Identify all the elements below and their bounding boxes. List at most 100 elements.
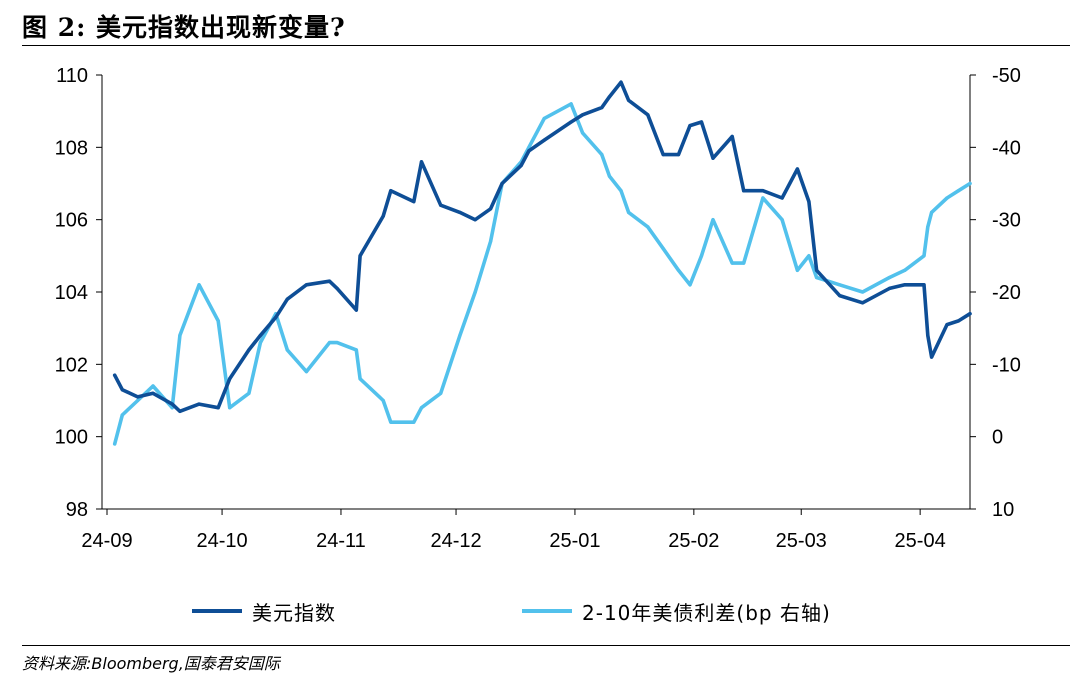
spread-point bbox=[930, 210, 934, 214]
spread-point bbox=[354, 348, 358, 352]
spread-point bbox=[489, 239, 493, 243]
dxy-point bbox=[136, 395, 140, 399]
spread-point bbox=[903, 268, 907, 272]
spread-point bbox=[607, 174, 612, 178]
dxy-point bbox=[887, 286, 892, 290]
dxy-vs-yield-spread-chart: 110 108 106 104 102 100 98 -50 -40 -30 -20 -10 0 10 24… bbox=[55, 65, 1021, 552]
spread-point bbox=[419, 406, 424, 410]
spread-point bbox=[381, 398, 385, 403]
spread-point bbox=[136, 398, 140, 403]
dxy-point bbox=[170, 402, 174, 406]
spread-point bbox=[926, 225, 930, 229]
dxy-point bbox=[627, 98, 631, 102]
dxy-point bbox=[285, 297, 289, 301]
spread-point bbox=[807, 254, 811, 258]
right-tick-label: -30 bbox=[992, 210, 1021, 232]
spread-point bbox=[968, 181, 972, 186]
spread-point bbox=[861, 290, 865, 294]
dxy-point bbox=[661, 153, 665, 157]
spread-point bbox=[473, 290, 477, 294]
spread-point bbox=[742, 261, 746, 265]
dxy-point bbox=[197, 402, 201, 406]
left-tick-label: 100 bbox=[55, 427, 88, 449]
spread-point bbox=[542, 116, 546, 120]
spread-point bbox=[945, 196, 949, 200]
right-tick-label: -40 bbox=[992, 137, 1021, 159]
dxy-point bbox=[335, 286, 339, 290]
spread-point bbox=[887, 275, 892, 280]
left-tick-label: 102 bbox=[55, 354, 88, 376]
dxy-point bbox=[968, 312, 972, 316]
dxy-point bbox=[473, 218, 477, 222]
dxy-point bbox=[412, 200, 416, 204]
right-tick-label: -20 bbox=[992, 282, 1021, 304]
spread-point bbox=[120, 413, 124, 417]
spread-point bbox=[569, 102, 573, 106]
right-tick-label: -50 bbox=[992, 65, 1021, 87]
axes: 110 108 106 104 102 100 98 -50 -40 -30 -20 -10 0 10 24… bbox=[55, 65, 1021, 552]
spread-point bbox=[676, 268, 681, 272]
dxy-point bbox=[838, 294, 842, 298]
spread-point bbox=[699, 254, 704, 258]
dxy-point bbox=[930, 355, 934, 359]
spread-point bbox=[458, 333, 462, 337]
dxy-point bbox=[419, 160, 424, 164]
spread-point bbox=[581, 131, 585, 135]
dxy-point bbox=[304, 283, 308, 287]
dxy-point bbox=[607, 95, 612, 99]
dxy-point bbox=[113, 373, 117, 377]
spread-point bbox=[922, 254, 926, 258]
spread-point bbox=[113, 442, 117, 446]
dxy-point bbox=[542, 138, 546, 142]
dxy-point bbox=[327, 279, 332, 283]
spread-point bbox=[956, 189, 961, 193]
legend-label-spread: 2-10年美债利差(bp 右轴) bbox=[582, 600, 831, 625]
spread-point bbox=[780, 218, 784, 222]
dxy-point bbox=[258, 333, 262, 337]
dxy-point bbox=[795, 167, 800, 171]
x-tick-label: 25-02 bbox=[668, 530, 719, 552]
spread-point bbox=[358, 377, 362, 381]
spread-point bbox=[646, 225, 650, 229]
dxy-point bbox=[151, 391, 155, 395]
spread-point bbox=[285, 348, 289, 352]
source-rule bbox=[22, 645, 1070, 646]
source-note: 资料来源:Bloomberg,国泰君安国际 bbox=[22, 654, 280, 673]
legend-swatch-spread bbox=[522, 609, 572, 613]
dxy-point bbox=[699, 120, 704, 124]
dxy-point bbox=[619, 80, 623, 84]
left-tick-label: 98 bbox=[66, 499, 88, 521]
left-tick-label: 106 bbox=[55, 210, 88, 232]
spread-point bbox=[327, 341, 332, 345]
spread-point bbox=[795, 268, 800, 272]
dxy-point bbox=[519, 163, 523, 167]
dxy-point bbox=[926, 333, 930, 337]
spread-point bbox=[600, 153, 604, 157]
spread-point bbox=[527, 145, 531, 149]
legend-item-spread: 2-10年美债利差(bp 右轴) bbox=[522, 596, 831, 626]
spread-point bbox=[228, 406, 232, 410]
spread-point bbox=[258, 341, 262, 345]
dxy-series-line bbox=[112, 80, 972, 414]
dxy-point bbox=[439, 203, 443, 207]
left-tick-label: 104 bbox=[55, 282, 88, 304]
spread-point bbox=[389, 420, 393, 424]
dxy-point bbox=[676, 153, 681, 157]
dxy-point bbox=[358, 254, 362, 258]
spread-point bbox=[412, 420, 416, 424]
spread-series-line bbox=[112, 102, 972, 446]
spread-point bbox=[216, 319, 220, 323]
spread-point bbox=[619, 189, 623, 193]
dxy-point bbox=[922, 283, 926, 287]
dxy-point bbox=[354, 308, 358, 312]
spread-point bbox=[439, 391, 443, 395]
spread-point bbox=[335, 341, 339, 345]
dxy-point bbox=[274, 315, 278, 319]
dxy-point bbox=[861, 301, 865, 305]
dxy-point bbox=[711, 156, 715, 160]
dxy-point bbox=[807, 200, 811, 204]
legend-label-dxy: 美元指数 bbox=[252, 600, 336, 625]
spread-point bbox=[730, 261, 734, 265]
right-tick-label: -10 bbox=[992, 354, 1021, 376]
dxy-point bbox=[688, 124, 692, 128]
